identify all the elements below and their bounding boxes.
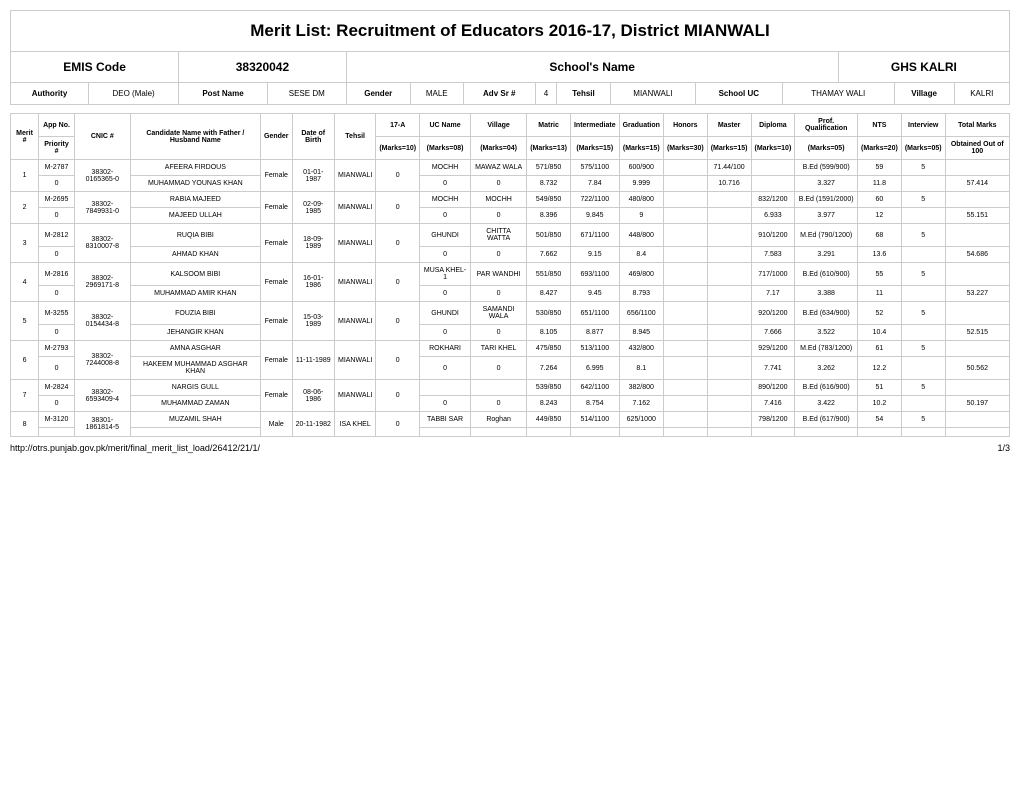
h-grad: Graduation [619, 114, 663, 137]
table-row: 0MUHAMMAD YOUNAS KHAN008.7327.849.99910.… [11, 176, 1010, 192]
footer-page: 1/3 [997, 443, 1010, 453]
h-dob: Date of Birth [292, 114, 334, 160]
table-row: 4M-281638302-2969171-8KALSOOM BIBIFemale… [11, 263, 1010, 286]
school-uc: THAMAY WALI [782, 83, 894, 105]
table-row: 2M-269538302-7849931-0RABIA MAJEEDFemale… [11, 192, 1010, 208]
village-value: KALRI [954, 83, 1009, 105]
tehsil-value: MIANWALI [611, 83, 696, 105]
h-m15b: (Marks=15) [619, 137, 663, 160]
table-row: 0MUHAMMAD AMIR KHAN008.4279.458.7937.173… [11, 286, 1010, 302]
col-head-1: Merit # App No. CNIC # Candidate Name wi… [11, 114, 1010, 137]
table-row: 3M-281238302-8310007-8RUQIA BIBIFemale18… [11, 224, 1010, 247]
h-nts: NTS [858, 114, 902, 137]
h-m05b: (Marks=05) [901, 137, 945, 160]
h-17a: 17-A [376, 114, 420, 137]
table-row: 0AHMAD KHAN007.6629.158.47.5833.29113.65… [11, 247, 1010, 263]
h-m08: (Marks=08) [420, 137, 471, 160]
meta-row: Authority DEO (Male) Post Name SESE DM G… [11, 83, 1010, 105]
table-row: 0MUHAMMAD ZAMAN008.2438.7547.1627.4163.4… [11, 396, 1010, 412]
h-uc: UC Name [420, 114, 471, 137]
gender-value: MALE [410, 83, 463, 105]
h-m15c: (Marks=15) [707, 137, 751, 160]
h-priority: Priority # [39, 137, 75, 160]
authority: DEO (Male) [89, 83, 179, 105]
school-name-label: School's Name [346, 52, 838, 83]
h-gender: Gender [260, 114, 292, 160]
h-village: Village [471, 114, 527, 137]
h-m05: (Marks=05) [795, 137, 858, 160]
emis-code: 38320042 [179, 52, 346, 83]
table-row: 0MAJEED ULLAH008.3969.84596.9333.9771255… [11, 208, 1010, 224]
h-diploma: Diploma [751, 114, 795, 137]
h-inter: Intermediate [570, 114, 619, 137]
h-app: App No. [39, 114, 75, 137]
h-merit: Merit # [11, 114, 39, 160]
school-name: GHS KALRI [838, 52, 1009, 83]
h-m10b: (Marks=10) [751, 137, 795, 160]
merit-list-page: Merit List: Recruitment of Educators 201… [10, 10, 1010, 453]
table-row: 0HAKEEM MUHAMMAD ASGHAR KHAN007.2646.995… [11, 357, 1010, 380]
table-row: 7M-282438302-6593409-4NARGIS GULLFemale0… [11, 380, 1010, 396]
h-m04: (Marks=04) [471, 137, 527, 160]
post-name-label: Post Name [179, 83, 268, 105]
h-tehsil: Tehsil [334, 114, 375, 160]
table-row: 6M-279338302-7244008-8AMNA ASGHARFemale1… [11, 341, 1010, 357]
table-row: 1M-278738302-0165365-0AFEERA FIRDOUSFema… [11, 160, 1010, 176]
page-footer: http://otrs.punjab.gov.pk/merit/final_me… [10, 443, 1010, 453]
h-m20: (Marks=20) [858, 137, 902, 160]
title-row: Merit List: Recruitment of Educators 201… [11, 11, 1010, 52]
page-title: Merit List: Recruitment of Educators 201… [11, 11, 1010, 52]
authority-label: Authority [11, 83, 89, 105]
h-matric: Matric [527, 114, 571, 137]
village-label: Village [894, 83, 954, 105]
h-total: Total Marks [945, 114, 1009, 137]
table-row [11, 428, 1010, 437]
h-m15: (Marks=15) [570, 137, 619, 160]
tehsil-label: Tehsil [556, 83, 610, 105]
school-uc-label: School UC [695, 83, 782, 105]
h-master: Master [707, 114, 751, 137]
h-honors: Honors [663, 114, 707, 137]
data-table: Merit # App No. CNIC # Candidate Name wi… [10, 113, 1010, 437]
h-m13: (Marks=13) [527, 137, 571, 160]
merit-list-table: Merit List: Recruitment of Educators 201… [10, 10, 1010, 105]
post-name: SESE DM [267, 83, 346, 105]
h-candidate: Candidate Name with Father / Husband Nam… [130, 114, 260, 160]
table-row: 0JEHANGIR KHAN008.1058.8778.9457.6663.52… [11, 325, 1010, 341]
footer-url: http://otrs.punjab.gov.pk/merit/final_me… [10, 443, 260, 453]
h-prof: Prof. Qualification [795, 114, 858, 137]
h-m10: (Marks=10) [376, 137, 420, 160]
h-interview: Interview [901, 114, 945, 137]
h-obtained: Obtained Out of 100 [945, 137, 1009, 160]
adv-sr: 4 [535, 83, 556, 105]
emis-code-label: EMIS Code [11, 52, 179, 83]
h-cnic: CNIC # [74, 114, 130, 160]
table-row: 8M-312038301-1861814-5MUZAMIL SHAHMale20… [11, 412, 1010, 428]
h-m30: (Marks=30) [663, 137, 707, 160]
header-row: EMIS Code 38320042 School's Name GHS KAL… [11, 52, 1010, 83]
gender-label: Gender [346, 83, 410, 105]
table-row: 5M-325538302-0154434-8FOUZIA BIBIFemale1… [11, 302, 1010, 325]
adv-sr-label: Adv Sr # [463, 83, 535, 105]
